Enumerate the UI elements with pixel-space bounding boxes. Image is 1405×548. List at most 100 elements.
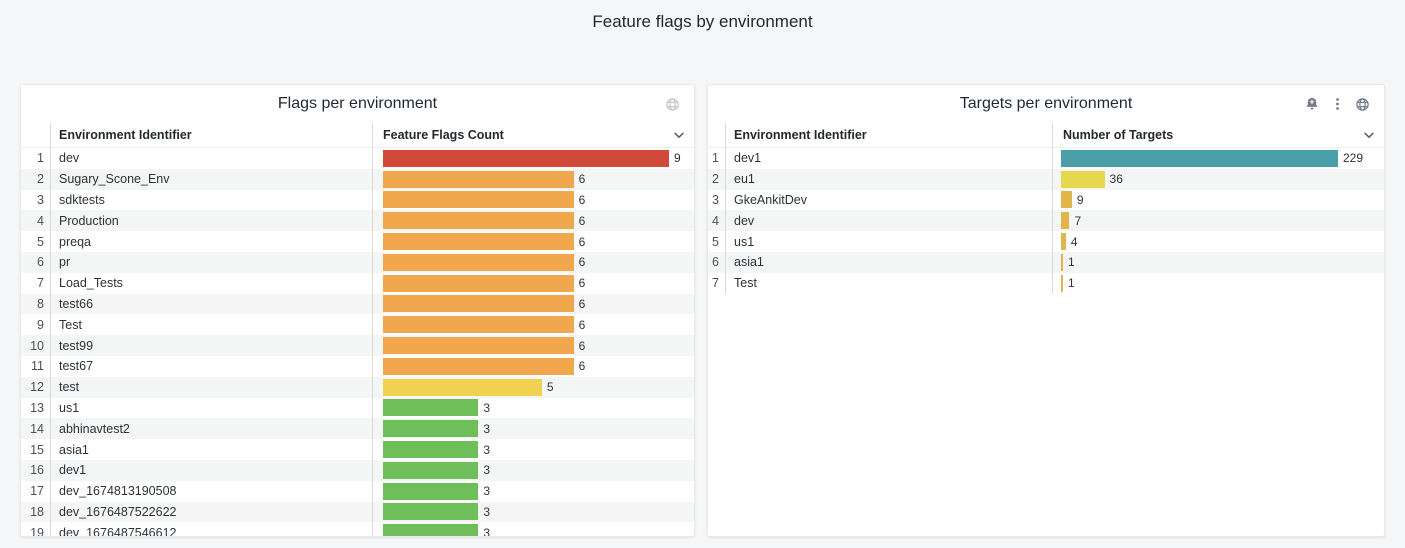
bar-value: 6 <box>578 317 586 332</box>
row-label: pr <box>59 255 71 270</box>
row-label: asia1 <box>734 255 764 270</box>
bar-cell: 6 <box>372 335 694 356</box>
bar-cell: 9 <box>372 148 694 169</box>
bar-cell: 6 <box>372 293 694 315</box>
bar <box>383 149 669 167</box>
panel-header: Targets per environment <box>708 85 1384 123</box>
bar <box>383 212 574 230</box>
bar-cell: 36 <box>1052 168 1384 190</box>
globe-icon[interactable] <box>1355 97 1370 112</box>
bar-cell: 3 <box>372 480 694 502</box>
bar <box>383 337 574 355</box>
table-row: 7 Load_Tests 6 <box>21 272 694 294</box>
table-body: 1 dev 9 2 Sugary_Scone_Env 6 3 sdktests … <box>21 148 694 536</box>
row-label: asia1 <box>59 442 89 457</box>
chevron-down-icon[interactable] <box>1362 128 1376 142</box>
table-row: 2 eu1 36 <box>708 168 1384 190</box>
row-index: 5 <box>708 231 726 252</box>
panel-header: Flags per environment <box>21 85 694 123</box>
column-header-feature-flags-count[interactable]: Feature Flags Count <box>372 123 694 147</box>
row-label: GkeAnkitDev <box>734 192 807 207</box>
row-index: 5 <box>21 231 51 252</box>
bar <box>383 503 479 521</box>
bar <box>383 316 574 334</box>
bar-value: 6 <box>578 255 586 270</box>
bar-value: 6 <box>578 213 586 228</box>
bar-cell: 6 <box>372 189 694 211</box>
bar <box>383 233 574 251</box>
row-index: 1 <box>708 148 726 169</box>
panel-title[interactable]: Targets per environment <box>959 95 1133 112</box>
bar <box>383 482 479 500</box>
bar-cell: 6 <box>372 355 694 377</box>
table-row: 11 test67 6 <box>21 355 694 377</box>
bar <box>383 461 479 479</box>
row-label: Production <box>59 213 119 228</box>
column-header-number-of-targets[interactable]: Number of Targets <box>1052 123 1384 147</box>
bar <box>1061 233 1066 251</box>
bar-value: 3 <box>483 442 491 457</box>
table-row: 12 test 5 <box>21 376 694 398</box>
bar-cell: 229 <box>1052 148 1384 169</box>
row-index: 7 <box>21 272 51 294</box>
bar <box>383 420 479 438</box>
column-header-label: Number of Targets <box>1063 128 1174 142</box>
bar-cell: 3 <box>372 501 694 523</box>
row-label: test67 <box>59 359 94 374</box>
table-row: 6 asia1 1 <box>708 251 1384 273</box>
row-label: Test <box>59 317 82 332</box>
bar-value: 6 <box>578 296 586 311</box>
row-label: sdktests <box>59 192 105 207</box>
table-row: 2 Sugary_Scone_Env 6 <box>21 168 694 190</box>
panel-title[interactable]: Flags per environment <box>277 95 438 112</box>
row-index: 1 <box>21 148 51 169</box>
bar-cell: 6 <box>372 168 694 190</box>
bar <box>383 295 574 313</box>
table-row: 15 asia1 3 <box>21 439 694 460</box>
panel-flags-per-environment: Flags per environment Environment Identi… <box>20 84 695 537</box>
panel-header-icons <box>1304 85 1370 123</box>
row-label: test66 <box>59 296 94 311</box>
bar-value: 4 <box>1070 234 1078 249</box>
table-row: 18 dev_1676487522622 3 <box>21 501 694 523</box>
bar <box>383 253 574 271</box>
bar <box>1061 212 1070 230</box>
bar-cell: 1 <box>1052 272 1384 294</box>
bar-value: 36 <box>1109 172 1123 187</box>
bar-value: 3 <box>483 421 491 436</box>
row-index: 3 <box>708 189 726 211</box>
bar <box>1061 149 1338 167</box>
panel-header-icons <box>665 85 680 123</box>
row-label: dev <box>734 213 755 228</box>
bar-value: 6 <box>578 192 586 207</box>
row-label: Load_Tests <box>59 276 123 291</box>
table-header: Environment Identifier Number of Targets <box>708 123 1384 148</box>
chevron-down-icon[interactable] <box>672 128 686 142</box>
row-index: 13 <box>21 397 51 419</box>
row-index: 2 <box>21 168 51 190</box>
bar-cell: 3 <box>372 439 694 460</box>
bell-plus-icon[interactable] <box>1304 96 1320 112</box>
row-index: 4 <box>21 210 51 232</box>
column-header-environment-identifier[interactable]: Environment Identifier <box>734 128 867 142</box>
row-index: 12 <box>21 376 51 398</box>
row-label: dev_1676487522622 <box>59 504 177 519</box>
globe-icon[interactable] <box>665 97 680 112</box>
bar-cell: 6 <box>372 231 694 252</box>
row-number-column-header <box>21 123 51 147</box>
kebab-menu-icon[interactable] <box>1331 96 1344 112</box>
row-label: Test <box>734 276 757 291</box>
bar-value: 1 <box>1068 276 1075 291</box>
table-row: 4 dev 7 <box>708 210 1384 232</box>
row-index: 18 <box>21 501 51 523</box>
row-label: dev <box>59 151 80 166</box>
row-index: 4 <box>708 210 726 232</box>
bar <box>1061 191 1072 209</box>
row-label: dev1 <box>59 463 87 478</box>
table-row: 16 dev1 3 <box>21 459 694 481</box>
table-row: 4 Production 6 <box>21 210 694 232</box>
bar-cell: 6 <box>372 272 694 294</box>
row-label: us1 <box>734 234 755 249</box>
column-header-environment-identifier[interactable]: Environment Identifier <box>59 128 192 142</box>
bar-cell: 3 <box>372 459 694 481</box>
